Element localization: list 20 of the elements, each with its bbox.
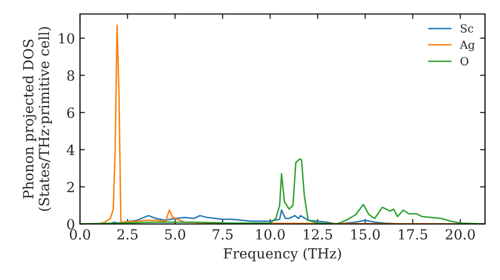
x-tick-label: 20.0 xyxy=(446,229,475,240)
x-tick-label: 12.5 xyxy=(304,229,332,240)
y-tick-label: 0 xyxy=(67,218,74,230)
x-tick-label: 17.5 xyxy=(398,229,428,240)
x-axis-title: Frequency (THz) xyxy=(224,248,341,262)
x-tick-label: 10.0 xyxy=(256,229,285,240)
legend-label: O xyxy=(460,56,468,66)
y-tick-label: 4 xyxy=(66,144,74,155)
y-tick-label: 2 xyxy=(67,182,74,192)
x-tick-label: 5.0 xyxy=(165,229,186,240)
y-tick-label: 8 xyxy=(67,70,74,81)
x-tick-label: 15.0 xyxy=(351,229,380,240)
legend-label: Ag xyxy=(460,40,475,52)
y-tick-label: 10 xyxy=(59,33,74,44)
y-tick-label: 6 xyxy=(67,107,74,118)
x-tick-label: 7.5 xyxy=(212,229,233,240)
x-tick-label: 0.0 xyxy=(70,229,90,240)
legend-label: Sc xyxy=(460,24,474,33)
y-axis-title: Phonon projected DOS (States/THz·primitive cell) xyxy=(22,27,52,211)
x-tick-label: 2.5 xyxy=(117,229,138,240)
